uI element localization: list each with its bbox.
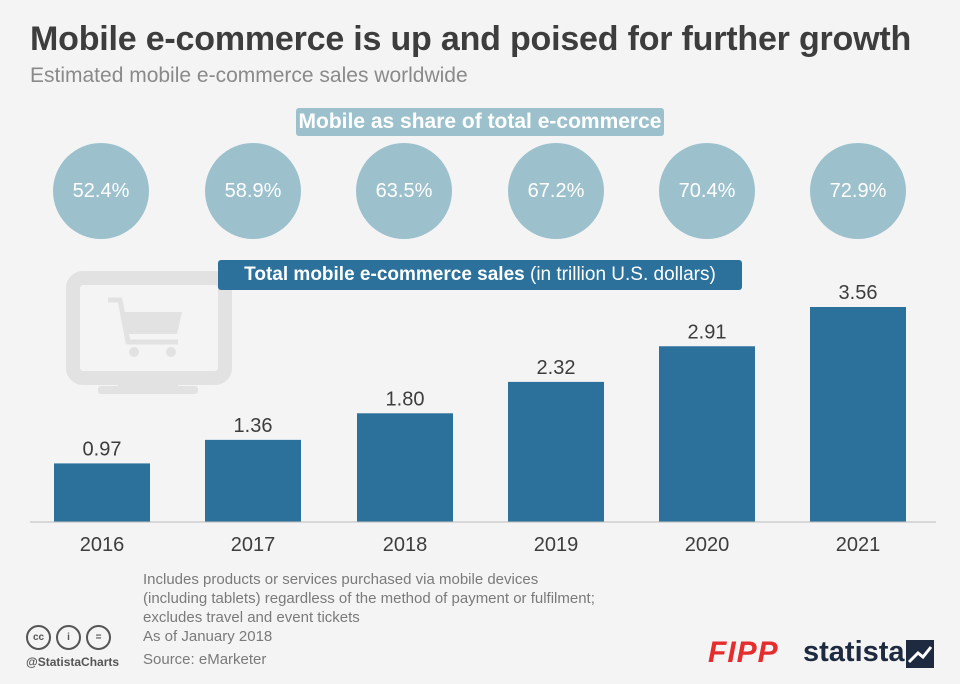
bar-2021 (810, 307, 906, 522)
value-label-2019: 2.32 (537, 357, 576, 379)
share-banner: Mobile as share of total e-commerce (296, 108, 664, 136)
share-bubble-2017: 58.9% (205, 143, 301, 239)
share-bubble-2021: 72.9% (810, 143, 906, 239)
no-derivatives-icon: = (86, 625, 111, 650)
category-label-2020: 2020 (685, 534, 730, 556)
footnote: Includes products or services purchased … (143, 570, 595, 646)
chart-title: Mobile e-commerce is up and poised for f… (30, 20, 912, 58)
value-label-2016: 0.97 (83, 438, 122, 460)
footnote-line: excludes travel and event tickets (143, 609, 360, 626)
category-label-2021: 2021 (836, 534, 881, 556)
fipp-logo: FIPP (708, 636, 779, 669)
sales-banner-bold: Total mobile e-commerce sales (244, 264, 525, 285)
value-label-2021: 3.56 (839, 282, 878, 304)
category-label-2017: 2017 (231, 534, 276, 556)
share-bubble-2020: 70.4% (659, 143, 755, 239)
footnote-line: Includes products or services purchased … (143, 571, 539, 588)
share-bubble-2019: 67.2% (508, 143, 604, 239)
footnote-line: (including tablets) regardless of the me… (143, 590, 595, 607)
footnote-line: As of January 2018 (143, 628, 273, 645)
share-bubble-2018: 63.5% (356, 143, 452, 239)
category-label-2016: 2016 (80, 534, 125, 556)
bar-2018 (357, 413, 453, 522)
sales-banner-unit: (in trillion U.S. dollars) (524, 264, 716, 285)
share-bubble-2016: 52.4% (53, 143, 149, 239)
category-label-2018: 2018 (383, 534, 428, 556)
value-label-2020: 2.91 (688, 321, 727, 343)
category-label-2019: 2019 (534, 534, 579, 556)
chart-subtitle: Estimated mobile e-commerce sales worldw… (30, 64, 468, 87)
bar-2020 (659, 346, 755, 522)
statista-logo: statista (803, 636, 905, 668)
source: Source: eMarketer (143, 651, 267, 668)
sales-banner: Total mobile e-commerce sales (in trilli… (218, 260, 742, 290)
value-label-2018: 1.80 (386, 388, 425, 410)
bar-2019 (508, 381, 604, 522)
attribution-icon: i (56, 625, 81, 650)
shopping-cart-monitor-icon (66, 271, 232, 394)
license-icons: cc i = (26, 625, 111, 650)
bar-2016 (54, 463, 150, 522)
twitter-handle[interactable]: @StatistaCharts (26, 655, 120, 669)
bar-2017 (205, 439, 301, 522)
cc-icon: cc (26, 625, 51, 650)
value-label-2017: 1.36 (234, 415, 273, 437)
statista-logo-icon (906, 640, 934, 668)
